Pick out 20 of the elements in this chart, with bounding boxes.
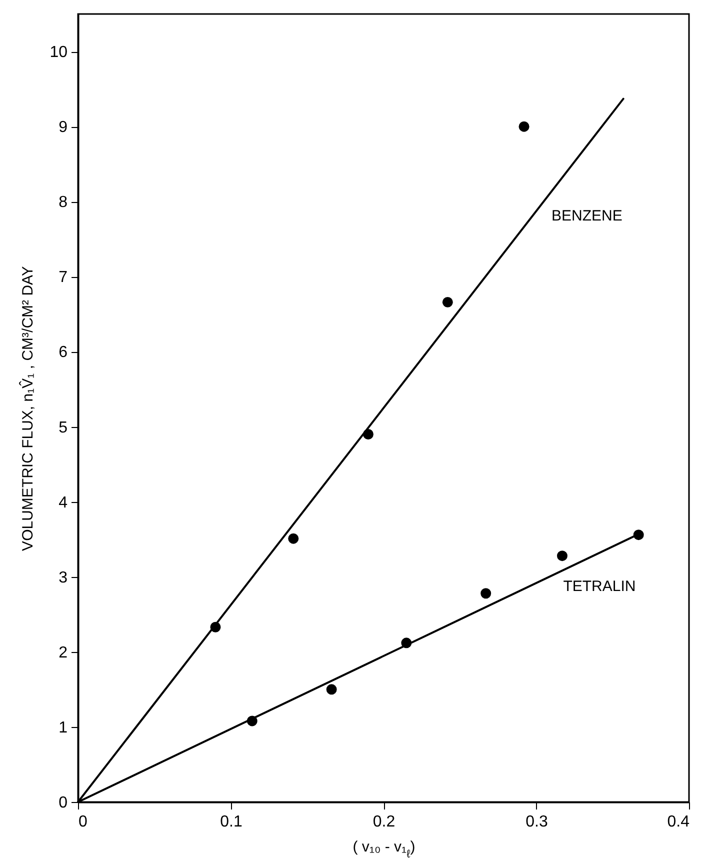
y-tick-label: 0 [58,794,68,812]
y-tick-label: 9 [58,119,68,136]
y-tick-label: 6 [58,344,68,362]
y-tick-label: 1 [58,719,68,736]
x-tick-label: 0.1 [220,814,242,830]
x-axis-title: ( v₁₀ - v₁$_{ℓ}$) [352,838,416,860]
y-tick-label: 10 [50,44,68,62]
y-tick-label: 4 [58,494,68,512]
x-tick-label: 0 [78,814,88,830]
y-axis-title: VOLUMETRIC FLUX, n₁V̂₁ , CM³/CM² DAY [19,266,37,551]
x-tick-label: 0.4 [667,814,690,830]
x-tick-label: 0.2 [372,814,396,830]
x-tick-label: 0.3 [526,814,548,830]
series-label: TETRALIN [563,578,636,595]
series-label: BENZENE [552,207,622,224]
y-tick-label: 5 [58,419,68,436]
y-tick-label: 2 [58,644,68,662]
y-tick-label: 7 [58,269,68,286]
y-tick-label: 8 [58,194,68,212]
y-tick-label: 3 [58,569,68,586]
